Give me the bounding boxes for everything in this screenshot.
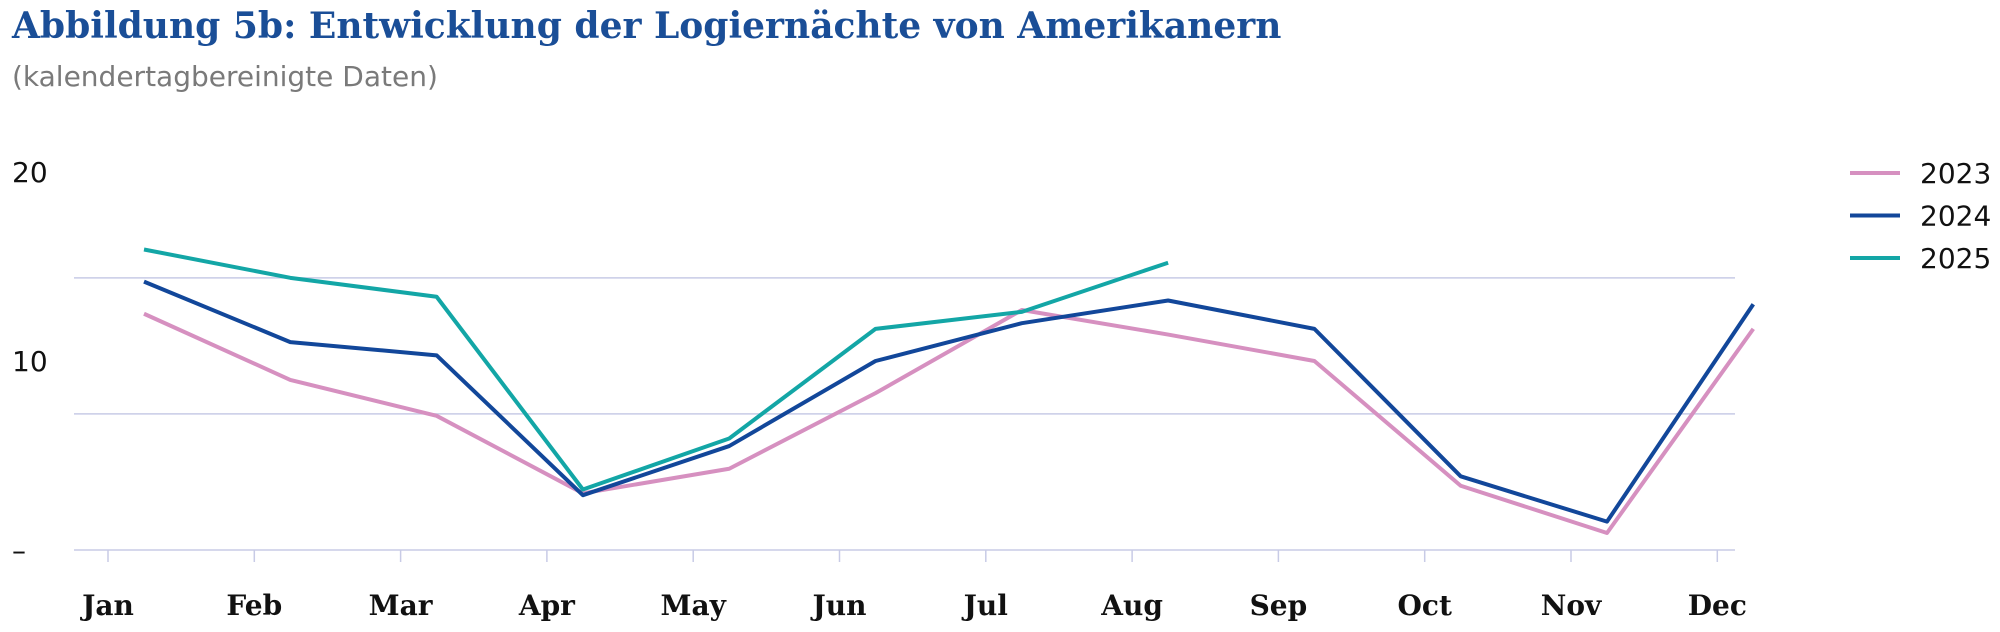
x-tick-label: May (660, 589, 726, 622)
legend-label: 2024 (1920, 200, 1991, 233)
legend-label: 2025 (1920, 242, 1991, 275)
x-tick-label: Jun (810, 589, 867, 622)
chart-title: Abbildung 5b: Entwicklung der Logiernäch… (11, 5, 1281, 47)
x-tick-label: Sep (1250, 589, 1308, 622)
line-series (143, 247, 1169, 492)
x-tick-label: Jan (79, 589, 134, 622)
y-tick-label: 10 (12, 345, 48, 378)
y-tick-label: 20 (12, 156, 48, 189)
legend-label: 2023 (1920, 157, 1991, 190)
x-tick-label: Aug (1100, 589, 1163, 622)
x-tick-label: Oct (1398, 589, 1452, 622)
line-series (143, 279, 1755, 524)
x-tick-label: Dec (1688, 589, 1747, 622)
x-tick-label: Mar (369, 589, 434, 622)
x-tick-label: Feb (226, 589, 282, 622)
x-tick-label: Apr (518, 589, 576, 622)
line-series (143, 307, 1755, 535)
y-tick-label: – (12, 534, 26, 567)
x-tick-label: Jul (961, 589, 1008, 622)
chart-subtitle: (kalendertagbereinigte Daten) (12, 60, 438, 93)
x-tick-label: Nov (1541, 589, 1602, 622)
